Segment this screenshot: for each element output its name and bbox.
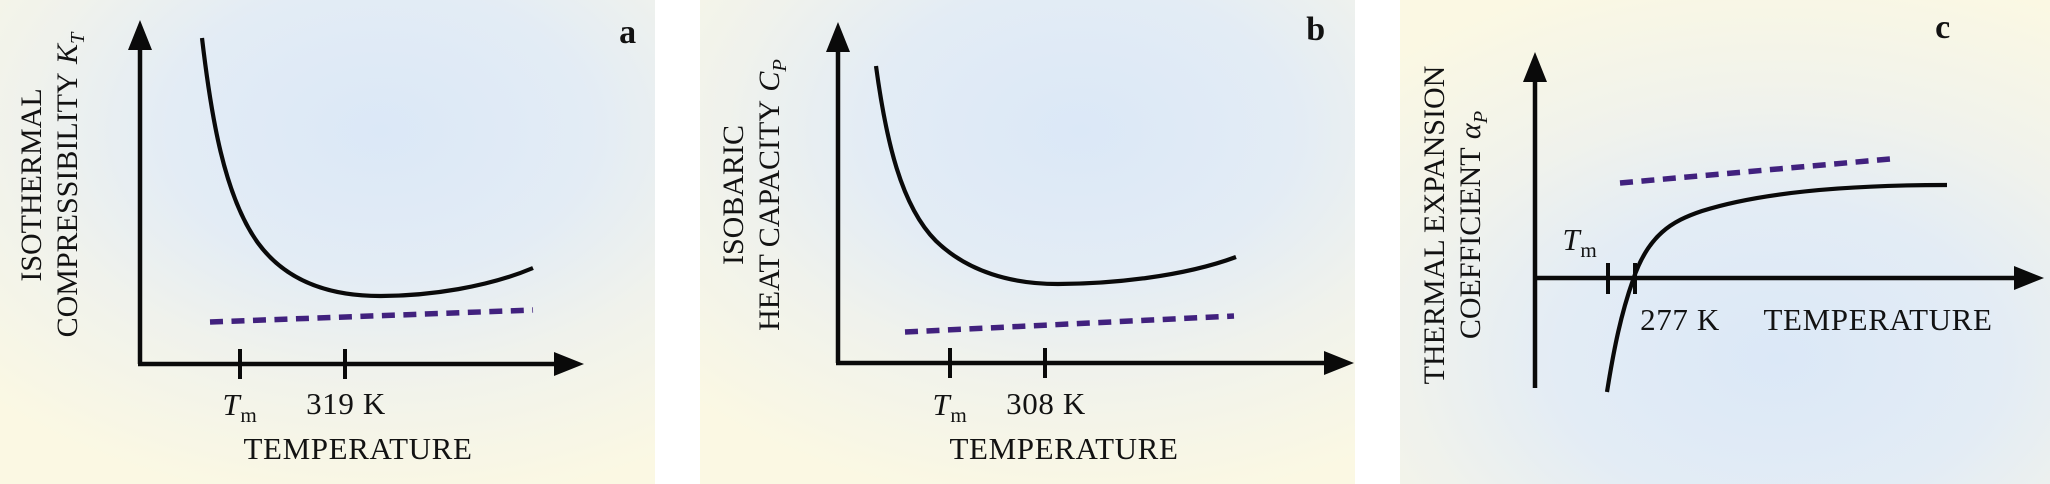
panel-c-tick-label-277k: 277 K — [1640, 302, 1720, 337]
panel-a-x-axis-arrow-icon — [554, 352, 584, 376]
panel-b-letter: b — [1306, 11, 1326, 48]
panel-b-water-curve — [873, 65, 1237, 287]
panel-b-y-axis-arrow-icon — [826, 22, 850, 52]
panel-c-y-title-line1: THERMAL EXPANSION — [1418, 65, 1451, 385]
panel-b-x-axis-title: TEMPERATURE — [949, 431, 1179, 466]
panel-b-tick-label-308k: 308 K — [1006, 386, 1086, 421]
panel-a-plot — [128, 20, 584, 379]
panel-c-letter: c — [1935, 9, 1951, 46]
panel-c-tick-label-tm: Tm — [1562, 222, 1598, 263]
panel-c-x-axis-title: TEMPERATURE — [1763, 302, 1993, 337]
panel-b-y-title-line1: ISOBARIC — [717, 124, 750, 266]
panel-a-letter: a — [619, 14, 637, 51]
panel-b-tick-label-tm: Tm — [932, 387, 968, 428]
panel-c-y-axis-title: THERMAL EXPANSION COEFFICIENTαP — [1417, 15, 1492, 435]
panel-c-background — [1400, 0, 2050, 484]
panel-c-x-axis-arrow-icon — [2014, 266, 2044, 290]
panel-c-normal-liquid-dashed-line — [1619, 156, 1891, 186]
panel-a-y-title-line2: COMPRESSIBILITYKT — [51, 32, 89, 338]
panel-b-background — [700, 0, 1355, 484]
panel-a-y-axis-title: ISOTHERMAL COMPRESSIBILITYKT — [14, 0, 89, 375]
panel-a-y-title-line1: ISOTHERMAL — [15, 88, 48, 282]
panel-a-background — [0, 0, 655, 484]
panel-c-plot — [1523, 52, 2044, 393]
panel-b-y-axis-title: ISOBARIC HEAT CAPACITYCP — [716, 5, 791, 385]
panel-a-tick-label-tm: Tm — [222, 387, 258, 428]
panel-c-water-curve — [1604, 182, 1948, 393]
panel-b-x-axis-arrow-icon — [1324, 351, 1354, 375]
panel-a-normal-liquid-dashed-line — [209, 307, 534, 325]
panel-a-water-curve — [199, 37, 534, 299]
panel-b-y-title-line2: HEAT CAPACITYCP — [753, 59, 791, 331]
panel-a-tick-label-319k: 319 K — [306, 386, 386, 421]
panel-a-y-axis-arrow-icon — [128, 20, 152, 50]
panel-b-normal-liquid-dashed-line — [904, 313, 1235, 335]
panel-c-y-axis-arrow-icon — [1523, 52, 1547, 82]
panel-a-x-axis-title: TEMPERATURE — [243, 431, 473, 466]
panel-c-y-title-line2: COEFFICIENTαP — [1454, 110, 1492, 340]
panel-b-plot — [826, 22, 1354, 378]
